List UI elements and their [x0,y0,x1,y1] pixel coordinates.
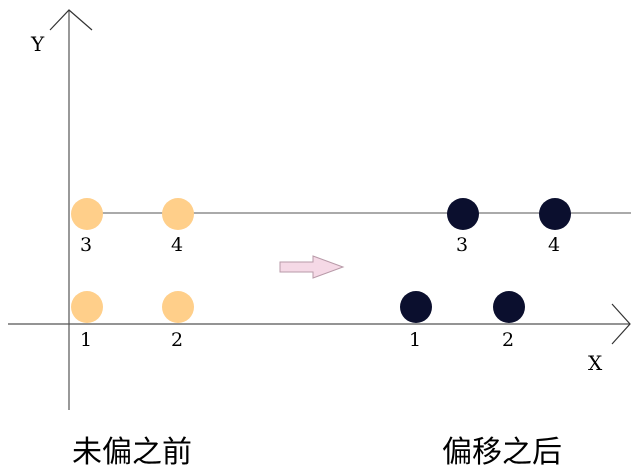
after-caption: 偏移之后 [442,435,562,469]
before-point-2 [162,291,194,323]
after-label-4: 4 [548,234,560,256]
before-caption: 未偏之前 [72,435,192,469]
before-point-1 [71,291,103,323]
after-label-3: 3 [456,234,468,256]
after-point-1 [400,291,432,323]
after-label-1: 1 [409,329,421,351]
before-label-4: 4 [171,234,183,256]
x-axis-label: X [588,351,603,375]
after-label-2: 2 [502,329,514,351]
after-point-3 [447,198,479,230]
x-axis-arrowhead [611,303,631,345]
y-axis-arrowhead [49,9,93,31]
after-point-4 [539,198,571,230]
before-point-4 [162,198,194,230]
before-point-3 [71,198,103,230]
before-label-1: 1 [80,329,92,351]
before-label-2: 2 [171,329,183,351]
y-axis-label: Y [30,32,45,56]
shift-arrow [279,255,345,279]
after-point-2 [493,291,525,323]
before-label-3: 3 [80,234,92,256]
